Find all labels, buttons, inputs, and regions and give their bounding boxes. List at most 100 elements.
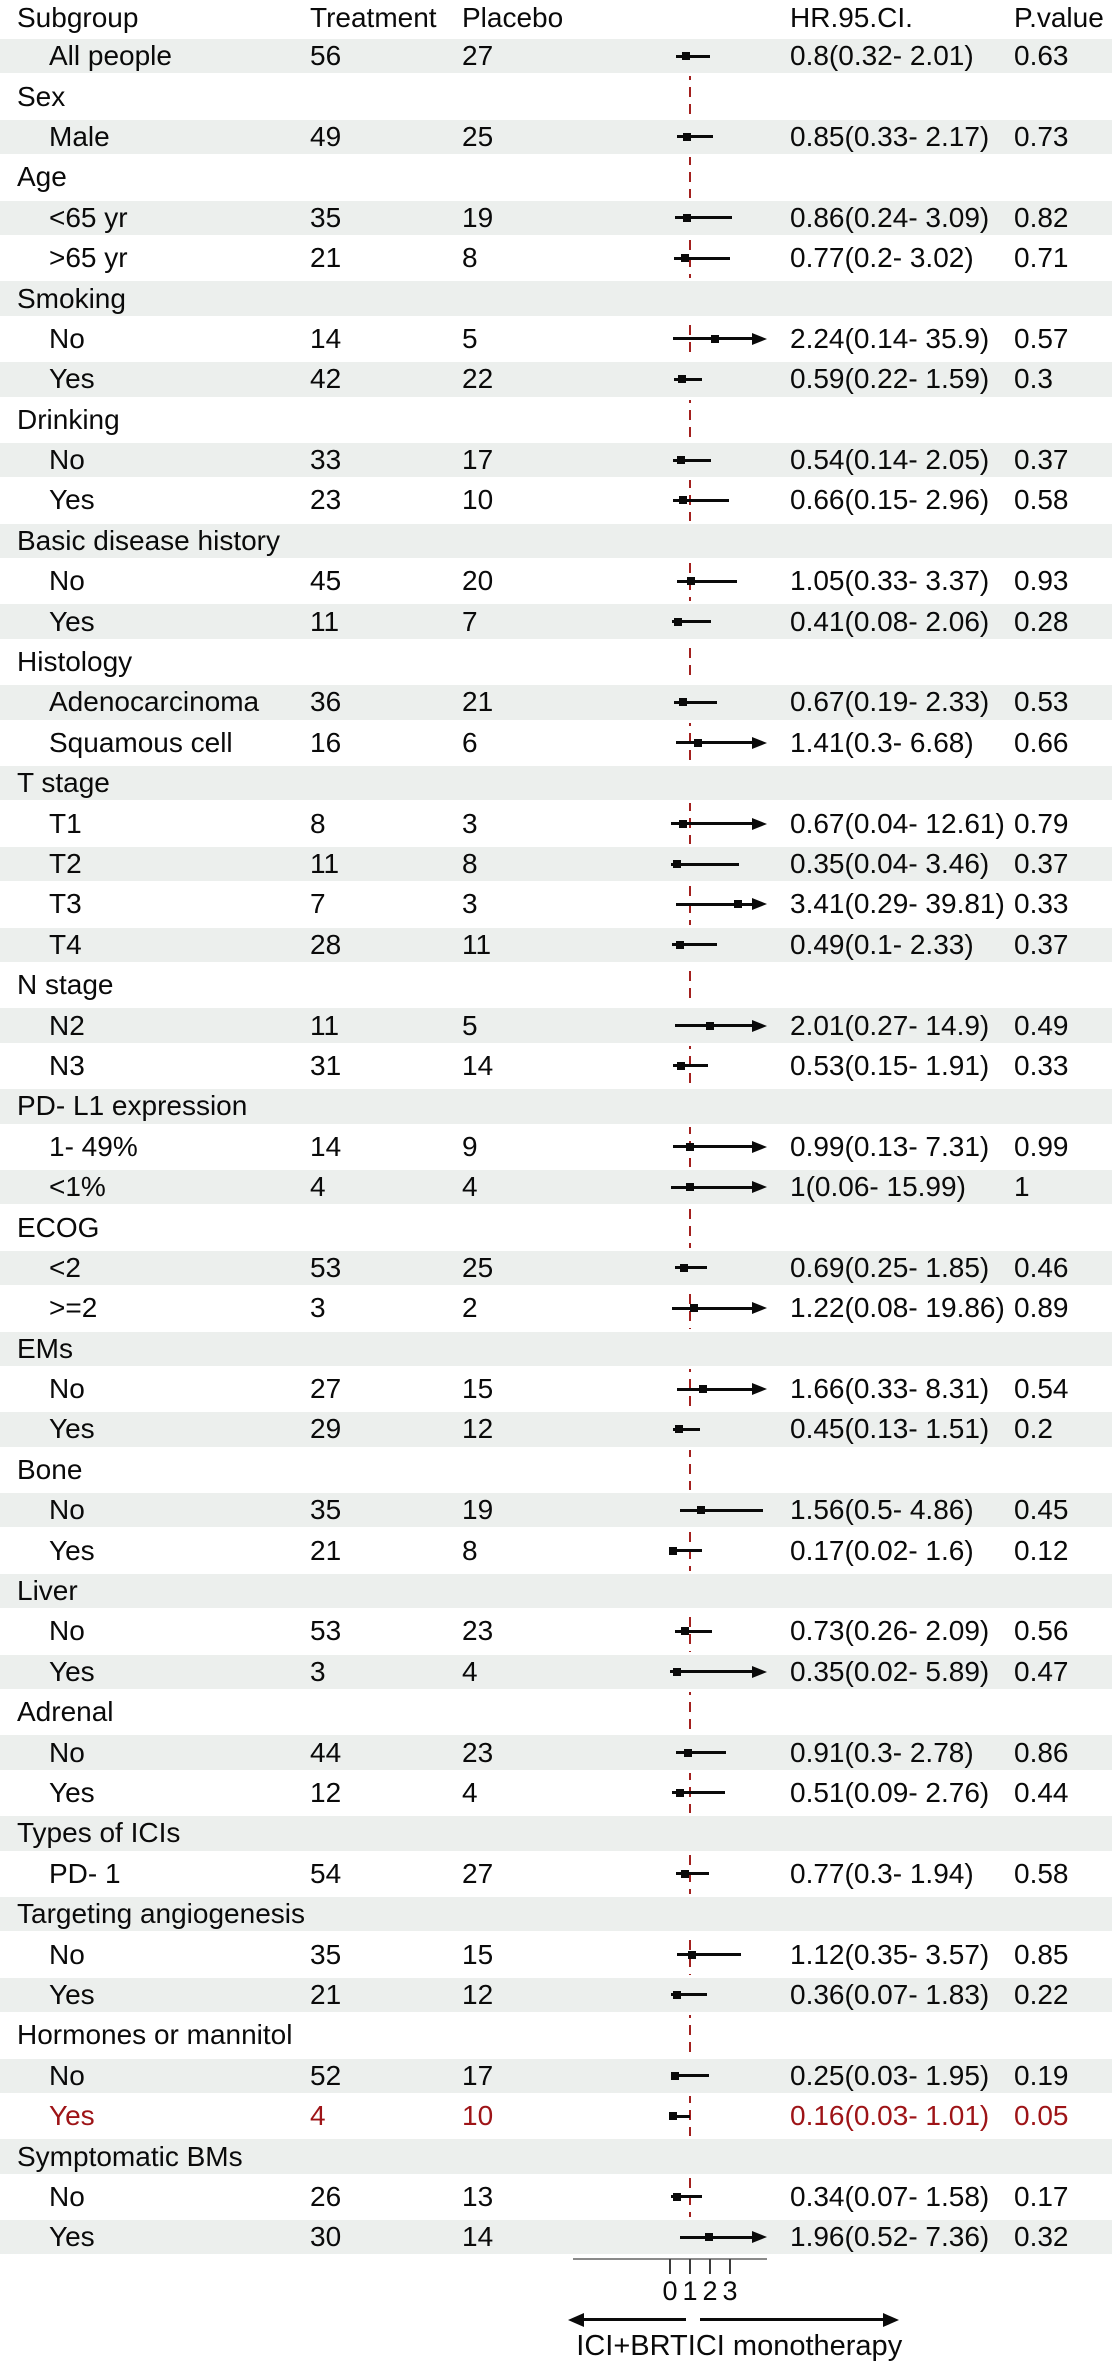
treatment-count: 14: [310, 322, 342, 354]
ci-plot-cell: [560, 1692, 785, 1732]
ci-plot-cell: [560, 642, 785, 682]
ci-plot-cell: [560, 601, 785, 641]
forest-row: Yes 30 14 1.96(0.52- 7.36) 0.32: [0, 2217, 1112, 2258]
p-value: 0.79: [1014, 807, 1069, 839]
subgroup-label: Symptomatic BMs: [17, 2140, 243, 2172]
subgroup-label: No: [49, 565, 85, 597]
forest-row: N2 11 5 2.01(0.27- 14.9) 0.49: [0, 1005, 1112, 1046]
treatment-count: 29: [310, 1413, 342, 1445]
ci-clip-arrow-icon: [752, 736, 767, 749]
forest-row: >65 yr 21 8 0.77(0.2- 3.02) 0.71: [0, 238, 1112, 278]
header-hr-ci: HR.95.CI.: [790, 2, 913, 33]
subgroup-label: 1- 49%: [49, 1130, 138, 1162]
hr-point-marker: [669, 1546, 678, 1555]
header-subgroup: Subgroup: [17, 2, 139, 33]
p-value: 0.85: [1014, 1938, 1069, 1970]
subgroup-label: Yes: [49, 2100, 95, 2132]
group-row: Hormones or mannitol: [0, 2015, 1112, 2055]
ci-plot-cell: [560, 1369, 785, 1409]
hr-point-marker: [694, 738, 703, 747]
group-row: Types of ICIs: [0, 1813, 1112, 1854]
forest-row: No 35 19 1.56(0.5- 4.86) 0.45: [0, 1490, 1112, 1531]
hr-ci-value: 0.35(0.02- 5.89): [790, 1655, 990, 1687]
hr-point-marker: [710, 334, 719, 343]
placebo-count: 27: [462, 1857, 494, 1889]
ci-line: [672, 943, 717, 947]
ci-plot-cell: [560, 965, 785, 1005]
hr-ci-value: 0.17(0.02- 1.6): [790, 1534, 974, 1566]
subgroup-label: Targeting angiogenesis: [17, 1898, 305, 1930]
ci-plot-cell: [560, 682, 785, 722]
ci-line: [680, 1508, 763, 1512]
hr-ci-value: 0.69(0.25- 1.85): [790, 1251, 990, 1283]
forest-row: Yes 42 22 0.59(0.22- 1.59) 0.3: [0, 359, 1112, 400]
ci-plot-cell: [560, 1854, 785, 1894]
forest-row: T2 11 8 0.35(0.04- 3.46) 0.37: [0, 843, 1112, 885]
ci-clip-arrow-icon: [752, 817, 767, 830]
ci-line: [674, 256, 731, 260]
p-value: 0.37: [1014, 928, 1069, 960]
ci-plot-cell: [560, 157, 785, 197]
ci-plot-cell: [560, 2096, 785, 2136]
arrow-right-icon: [883, 2312, 899, 2327]
ci-plot-cell: [560, 844, 785, 884]
ci-plot-cell: [560, 440, 785, 480]
x-axis-tick-label-2: 2: [702, 2276, 718, 2306]
placebo-count: 12: [462, 1978, 494, 2010]
group-row: Smoking: [0, 278, 1112, 319]
placebo-count: 11: [462, 928, 492, 960]
ci-plot-cell: [560, 723, 785, 763]
subgroup-label: No: [49, 1373, 85, 1405]
p-value: 0.33: [1014, 888, 1069, 920]
group-row: Basic disease history: [0, 520, 1112, 562]
placebo-count: 14: [462, 1049, 494, 1081]
hr-ci-value: 0.34(0.07- 1.58): [790, 2180, 990, 2212]
treatment-count: 14: [310, 1130, 342, 1162]
hr-ci-value: 1.05(0.33- 3.37): [790, 565, 990, 597]
ci-plot-cell: [560, 1652, 785, 1692]
treatment-count: 27: [310, 1373, 342, 1405]
subgroup-label: No: [49, 322, 85, 354]
hr-ci-value: 3.41(0.29- 39.81): [790, 888, 1005, 920]
forest-row: No 45 20 1.05(0.33- 3.37) 0.93: [0, 561, 1112, 601]
ci-clip-arrow-icon: [752, 898, 767, 911]
ci-plot-cell: [560, 2136, 785, 2176]
ci-line: [670, 2114, 691, 2118]
ci-line: [671, 1185, 752, 1189]
hr-point-marker: [690, 1304, 699, 1313]
hr-ci-value: 0.85(0.33- 2.17): [790, 120, 990, 152]
ci-line: [673, 700, 717, 704]
p-value: 0.73: [1014, 120, 1069, 152]
p-value: 0.57: [1014, 322, 1069, 354]
ci-plot-cell: [560, 2217, 785, 2257]
forest-row: All people 56 27 0.8(0.32- 2.01) 0.63: [0, 36, 1112, 77]
ci-plot-cell: [560, 319, 785, 359]
forest-row: 1- 49% 14 9 0.99(0.13- 7.31) 0.99: [0, 1127, 1112, 1167]
treatment-count: 35: [310, 1938, 342, 1970]
placebo-count: 12: [462, 1413, 494, 1445]
treatment-count: 4: [310, 2100, 326, 2132]
subgroup-label: Yes: [49, 484, 95, 516]
hr-ci-value: 0.66(0.15- 2.96): [790, 484, 990, 516]
p-value: 0.99: [1014, 1130, 1069, 1162]
forest-row: Adenocarcinoma 36 21 0.67(0.19- 2.33) 0.53: [0, 682, 1112, 723]
p-value: 0.53: [1014, 686, 1069, 718]
ci-plot-cell: [560, 884, 785, 924]
forest-row: T4 28 11 0.49(0.1- 2.33) 0.37: [0, 924, 1112, 965]
treatment-count: 21: [310, 1534, 342, 1566]
treatment-count: 3: [310, 1655, 326, 1687]
placebo-count: 17: [462, 444, 494, 476]
hr-ci-value: 0.8(0.32- 2.01): [790, 40, 974, 72]
hr-ci-value: 1.66(0.33- 8.31): [790, 1373, 990, 1405]
forest-row: Yes 12 4 0.51(0.09- 2.76) 0.44: [0, 1773, 1112, 1813]
hr-point-marker: [679, 496, 688, 505]
ci-line: [673, 1064, 709, 1068]
subgroup-label: T stage: [17, 767, 110, 799]
table-header: Subgroup Treatment Placebo HR.95.CI. P.v…: [0, 0, 1112, 36]
hr-point-marker: [671, 2071, 679, 2080]
ci-line: [676, 54, 711, 58]
hr-ci-value: 0.51(0.09- 2.76): [790, 1776, 990, 1808]
subgroup-label: No: [49, 444, 85, 476]
ci-plot-cell: [560, 1611, 785, 1651]
